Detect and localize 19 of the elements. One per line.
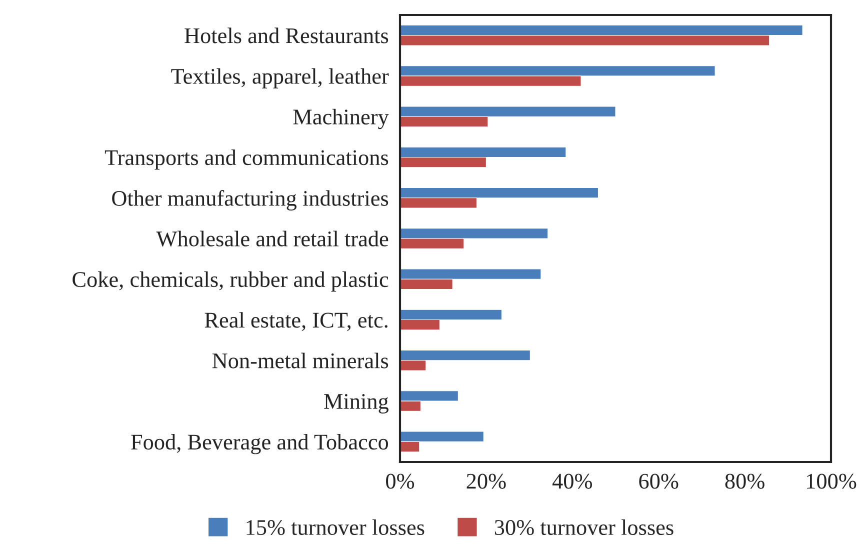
y-tick-label: Mining — [324, 394, 388, 414]
x-tick-label: 60% — [639, 474, 678, 489]
y-tick-label: Textiles, apparel, leather — [171, 68, 389, 88]
x-tick-label: 20% — [466, 474, 506, 489]
y-tick-label: Non-metal minerals — [212, 352, 388, 368]
y-tick-label: Food, Beverage and Tobacco — [131, 434, 388, 454]
y-tick-label: Machinery — [293, 108, 389, 130]
x-tick-label: 100% — [807, 474, 856, 489]
x-tick-label: 0% — [386, 474, 414, 489]
y-tick-label: Transports and communications — [104, 150, 388, 170]
x-tick-label: 40% — [552, 474, 592, 489]
y-tick-label: Other manufacturing industries — [112, 190, 388, 210]
y-tick-label: Hotels and Restaurants — [184, 28, 388, 44]
y-tick-label: Coke, chemicals, rubber and plastic — [72, 271, 388, 292]
legend-label: 15% turnover losses — [246, 519, 424, 536]
y-tick-label: Wholesale and retail trade — [156, 230, 388, 247]
x-tick-label: 80% — [725, 474, 764, 489]
y-tick-label: Real estate, ICT, etc. — [204, 312, 388, 331]
legend-label: 30% turnover losses — [494, 519, 674, 536]
